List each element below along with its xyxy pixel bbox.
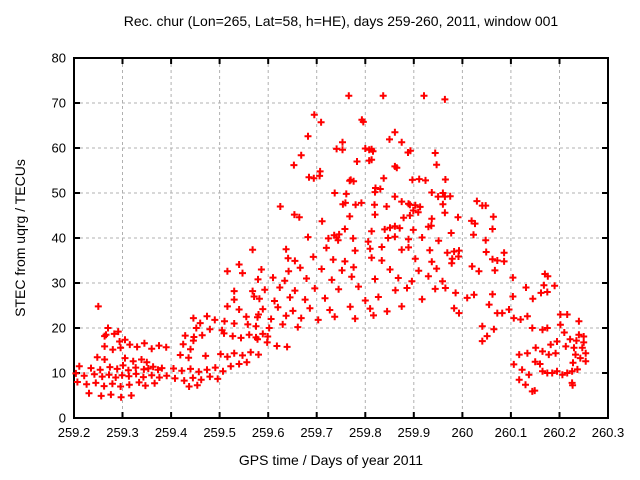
x-tick-label: 260.2 (543, 425, 576, 440)
chart-title: Rec. chur (Lon=265, Lat=58, h=HE), days … (123, 13, 559, 29)
y-tick-label: 20 (51, 320, 66, 336)
y-tick-label: 80 (51, 50, 66, 66)
x-tick-label: 259.9 (397, 425, 431, 440)
y-tick-label: 60 (51, 140, 66, 156)
x-tick-label: 259.3 (106, 425, 139, 440)
grid-lines (74, 58, 608, 418)
y-tick-label: 40 (51, 230, 66, 246)
scatter-points (72, 92, 590, 401)
x-tick-label: 259.4 (154, 425, 188, 440)
y-tick-label: 50 (51, 185, 66, 201)
x-tick-label: 259.6 (251, 425, 285, 440)
x-tick-label: 260.1 (494, 425, 528, 440)
y-tick-label: 30 (51, 275, 66, 291)
x-tick-label: 259.7 (300, 425, 333, 440)
y-tick-label: 70 (51, 95, 66, 111)
y-tick-label: 10 (51, 365, 66, 381)
x-axis-label: GPS time / Days of year 2011 (238, 452, 424, 468)
y-tick-label: 0 (58, 410, 66, 426)
x-tick-label: 259.2 (57, 425, 91, 440)
x-tick-label: 260 (451, 425, 474, 440)
x-tick-label: 259.8 (349, 425, 382, 440)
plot-border (73, 57, 609, 419)
x-tick-label: 259.5 (203, 425, 236, 440)
x-tick-label: 260.3 (591, 425, 625, 440)
